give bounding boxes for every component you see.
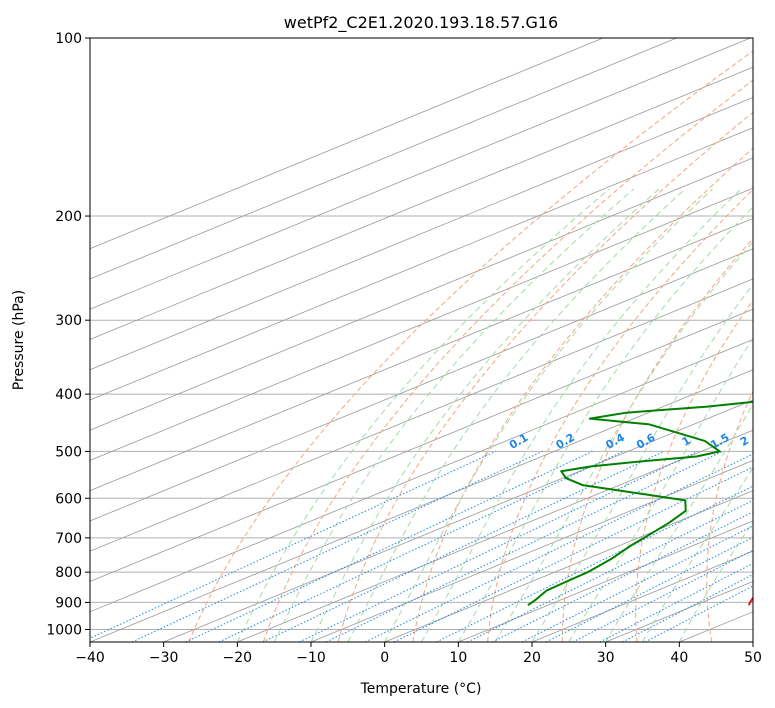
dry-adiabat-line	[188, 50, 753, 642]
mixing-ratio-line	[262, 450, 665, 642]
isotherm-line	[90, 38, 677, 280]
moist-adiabat-line	[421, 188, 742, 642]
isotherm-line	[90, 217, 753, 492]
mixing-ratio-label: 0.4	[603, 431, 627, 452]
mixing-ratio-label: 0.6	[634, 431, 658, 452]
isotherm-line	[458, 520, 753, 642]
dry-adiabat-line	[487, 188, 753, 642]
mixing-ratio-line	[185, 450, 593, 642]
mixing-ratio-label: 2	[738, 434, 751, 449]
dewpoint-line	[527, 400, 753, 607]
mixing-ratio-line	[393, 466, 753, 642]
x-tick-label: 20	[523, 650, 541, 666]
background-line-labels: 0.10.20.40.611.52346810131620253036-100-…	[507, 431, 751, 452]
y-tick-label: 600	[55, 491, 82, 507]
moist-adiabat-line	[273, 188, 635, 642]
mixing-ratio-label: 1.5	[708, 431, 731, 452]
isotherm-line	[90, 339, 753, 613]
moist-adiabat-line	[605, 403, 753, 642]
dry-adiabat-line	[706, 389, 753, 642]
isotherm-line	[679, 611, 753, 642]
background-lines	[90, 38, 753, 642]
y-tick-label: 900	[55, 595, 82, 611]
x-tick-label: −10	[296, 650, 326, 666]
y-tick-label: 400	[55, 387, 82, 403]
isotherm-line	[90, 127, 753, 401]
isotherm-line	[237, 429, 753, 642]
dry-adiabat-line	[263, 79, 753, 642]
y-tick-label: 700	[55, 531, 82, 547]
y-tick-label: 200	[55, 209, 82, 225]
isotherm-line	[752, 641, 753, 642]
mixing-ratio-line	[521, 525, 753, 642]
y-axis-ticks: 100 200 300 400 500 600 700 800 900 1000	[46, 31, 90, 638]
mixing-ratio-line	[622, 573, 753, 642]
isotherm-line	[531, 550, 753, 642]
dry-adiabat-line	[635, 299, 753, 642]
x-tick-label: 0	[380, 650, 389, 666]
mixing-ratio-line	[467, 499, 753, 642]
isotherm-line	[90, 38, 751, 310]
dry-adiabat-line	[561, 237, 753, 642]
isotherm-line	[163, 399, 753, 642]
mixing-ratio-line	[90, 450, 496, 639]
x-tick-label: −40	[75, 650, 105, 666]
moist-adiabat-line	[310, 188, 660, 642]
moist-adiabat-line	[568, 337, 753, 642]
mixing-ratio-label: 0.2	[554, 431, 577, 452]
mixing-ratio-line	[218, 450, 624, 642]
mixing-ratio-line	[436, 485, 753, 642]
x-axis-ticks: −40 −30 −20 −10 0 10 20 30 40 50	[75, 642, 762, 666]
plot-frame	[89, 37, 754, 643]
mixing-ratio-line	[546, 536, 753, 642]
y-tick-label: 800	[55, 565, 82, 581]
moist-adiabat-line	[384, 188, 713, 642]
moist-adiabat-line	[678, 520, 753, 642]
moist-adiabat-line	[642, 466, 753, 642]
x-tick-label: 10	[449, 650, 467, 666]
mixing-ratio-line	[325, 450, 723, 642]
isotherm-line	[90, 369, 753, 642]
sounding-traces	[527, 400, 753, 607]
dry-adiabat-line	[412, 147, 753, 642]
isotherm-line	[384, 490, 753, 642]
isotherm-line	[90, 157, 753, 431]
dry-adiabat-line	[337, 111, 753, 642]
mixing-ratio-label: 0.1	[507, 431, 530, 452]
mixing-ratio-line	[572, 549, 753, 642]
y-tick-label: 300	[55, 313, 82, 329]
moist-adiabat-line	[457, 206, 753, 642]
isotherm-line	[90, 308, 753, 582]
isotherm-line	[90, 187, 753, 461]
moist-adiabat-line	[494, 241, 753, 642]
y-tick-label: 100	[55, 31, 82, 47]
x-axis-label: Temperature (°C)	[360, 681, 482, 697]
isotherm-line	[90, 248, 753, 522]
x-tick-label: 50	[744, 650, 762, 666]
mixing-ratio-line	[492, 511, 753, 642]
x-tick-label: −30	[149, 650, 179, 666]
chart-title: wetPf2_C2E1.2020.193.18.57.G16	[284, 13, 558, 33]
isotherm-line	[310, 460, 753, 642]
x-tick-label: 30	[597, 650, 615, 666]
mixing-ratio-line	[298, 450, 698, 642]
isotherm-line	[90, 66, 753, 340]
y-tick-label: 500	[55, 444, 82, 460]
y-tick-label: 1000	[46, 622, 82, 638]
x-tick-label: −20	[223, 650, 253, 666]
moist-adiabat-line	[347, 188, 686, 642]
moist-adiabat-line	[531, 283, 753, 642]
moist-adiabat-line	[236, 188, 610, 642]
x-tick-label: 40	[670, 650, 688, 666]
y-axis-label: Pressure (hPa)	[11, 290, 27, 390]
isotherm-line	[90, 38, 604, 250]
isotherm-line	[90, 96, 753, 371]
mixing-ratio-line	[365, 453, 753, 642]
isotherm-line	[90, 278, 753, 552]
